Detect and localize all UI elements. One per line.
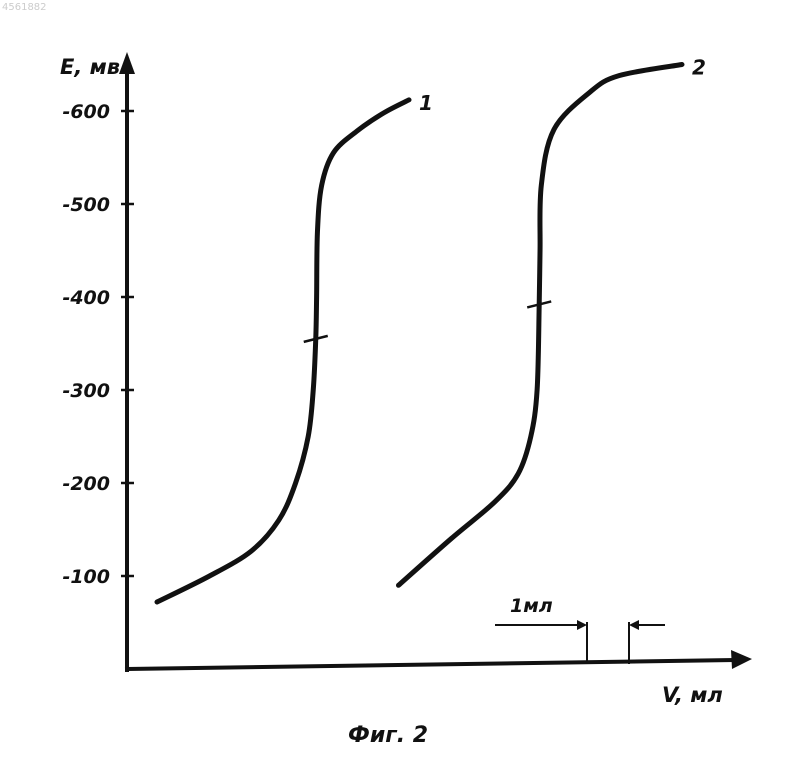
y-tick-label: -500 — [62, 194, 110, 216]
y-ticks: -100 -200 -300 -400 -500 -600 — [62, 101, 134, 588]
x-axis-label: V, мл — [662, 683, 723, 707]
y-tick-label: -300 — [62, 380, 110, 402]
y-tick-label: -600 — [62, 101, 110, 123]
watermark: 4561882 — [2, 2, 47, 13]
y-tick-label: -100 — [62, 566, 110, 588]
y-tick-label: -200 — [62, 473, 110, 495]
y-tick-label: -400 — [62, 287, 110, 309]
curves: 12 — [157, 56, 706, 603]
series-2-line — [399, 65, 683, 586]
scale-label: 1мл — [510, 595, 553, 617]
figure-caption: Фиг. 2 — [348, 723, 428, 748]
series-1-line — [157, 100, 409, 602]
series-1-label: 1 — [419, 91, 433, 115]
volume-scale-bar: 1мл — [495, 595, 665, 664]
y-axis-label: E, мв — [60, 55, 120, 79]
series-2-label: 2 — [692, 56, 706, 80]
y-axis-arrow — [119, 52, 135, 74]
x-axis — [125, 660, 735, 669]
x-axis-arrow — [731, 650, 752, 669]
